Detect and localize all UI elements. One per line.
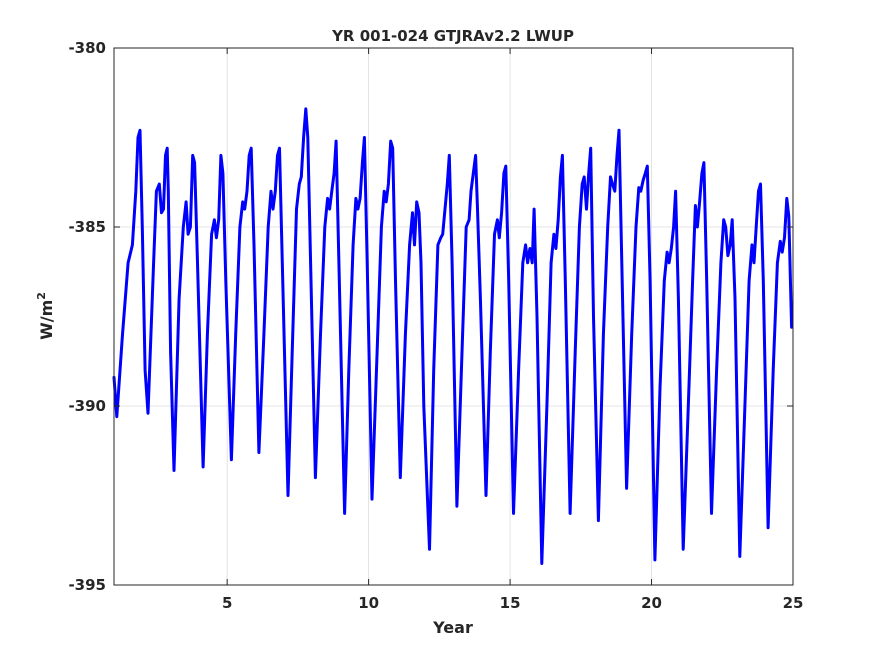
x-tick-label: 10 [358,594,379,612]
y-tick-label: -385 [68,218,106,236]
series-line [112,107,794,565]
ticks [114,47,794,586]
axes-box [113,47,794,586]
y-axis-label-main: W/m [37,300,56,340]
data-series [112,107,794,565]
tick-labels: 5 10 15 20 25 -395 -390 -385 -380 [68,39,803,612]
y-tick-label: -395 [68,576,106,594]
y-tick-label: -380 [68,39,106,57]
y-axis-label: W/m2 [35,292,56,340]
chart-title: YR 001-024 GTJRAv2.2 LWUP [331,27,574,45]
y-tick-label: -390 [68,397,106,415]
x-tick-label: 20 [641,594,662,612]
x-tick-label: 25 [783,594,804,612]
y-axis-label-superscript: 2 [35,292,48,300]
x-tick-label: 15 [500,594,521,612]
x-tick-label: 5 [222,594,232,612]
x-axis-label: Year [432,618,473,637]
